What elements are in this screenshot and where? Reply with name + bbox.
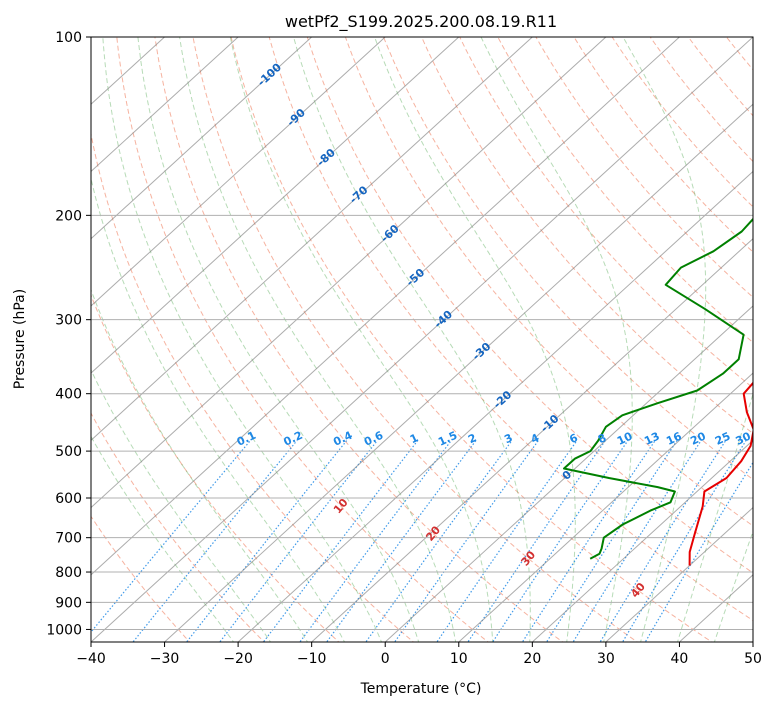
dry-adiabat-line: [535, 37, 753, 298]
dry-adiabat-line: [306, 37, 753, 574]
isotherm-line: [605, 506, 753, 642]
y-tick-label: 200: [55, 208, 82, 224]
mixing-ratio-label: 25: [713, 430, 732, 448]
isotherm-line: [163, 103, 753, 642]
mixing-ratio-line: [491, 440, 629, 642]
y-tick-label: 600: [55, 491, 82, 507]
mixing-ratio-line: [521, 440, 656, 642]
isotherm-line: [237, 170, 753, 642]
sounding-series: [563, 217, 753, 566]
mixing-ratio-line: [467, 440, 606, 642]
dry-adiabat-line: [459, 37, 753, 389]
temperature-line: [688, 381, 753, 566]
mixing-ratio-line: [262, 440, 419, 642]
x-tick-label: −20: [223, 651, 253, 667]
isotherm-line: [91, 37, 753, 642]
isotherm-line: [310, 237, 753, 642]
x-tick-label: −30: [150, 651, 180, 667]
x-tick-label: −40: [76, 651, 106, 667]
mixing-ratio-line: [599, 440, 727, 642]
y-tick-label: 800: [55, 565, 82, 581]
isotherm-line: [91, 37, 313, 240]
mixing-ratio-line: [325, 440, 477, 642]
isotherm-line: [91, 37, 681, 576]
dry-adiabat-line: [91, 293, 340, 642]
mixing-ratio-line: [299, 440, 452, 642]
mixing-ratio-label: 10: [615, 429, 635, 447]
moist-adiabat-line: [102, 37, 383, 642]
dry-adiabat-line: [268, 37, 753, 622]
x-tick-label: 30: [597, 651, 615, 667]
mixing-ratio-line: [621, 440, 747, 642]
isotherm-line: [91, 37, 607, 509]
chart-title: wetPf2_S199.2025.200.08.19.R11: [285, 12, 557, 32]
mixing-ratio-label: 20: [688, 429, 708, 447]
y-axis-label: Pressure (hPa): [12, 289, 28, 389]
x-tick-label: 0: [381, 651, 390, 667]
mixing-ratio-line: [185, 440, 348, 642]
mixing-ratio-line: [132, 440, 298, 642]
x-tick-label: 10: [450, 651, 468, 667]
dry-adiabat-line: [497, 37, 753, 344]
mixing-ratio-line: [572, 440, 702, 642]
mixing-ratio-line: [436, 440, 578, 642]
x-tick-label: 50: [744, 651, 762, 667]
isotherm-line: [458, 372, 753, 642]
y-tick-label: 400: [55, 387, 82, 403]
isotherm-line: [91, 37, 386, 307]
dry-adiabat-line: [344, 37, 753, 527]
isotherm-line: [531, 439, 753, 642]
x-axis: −40 −30 −20 −10 0 10 20 30 40 50: [76, 642, 762, 667]
x-tick-label: −10: [297, 651, 327, 667]
plot-frame: [90, 36, 754, 643]
dry-adiabat-line: [91, 131, 415, 642]
mixing-ratio-line: [644, 461, 753, 642]
y-tick-label: 900: [55, 595, 82, 611]
x-tick-label: 40: [671, 651, 689, 667]
y-tick-label: 300: [55, 313, 82, 329]
mixing-ratio-line: [91, 440, 251, 633]
pressure-grid: [91, 37, 753, 630]
mixing-ratio-label: 16: [664, 429, 684, 447]
isotherm-line: [91, 37, 239, 173]
mixing-ratio-label: 30: [733, 429, 753, 447]
dry-adiabat-line: [421, 37, 753, 435]
dry-adiabat-line: [192, 37, 639, 642]
y-tick-label: 100: [55, 30, 82, 46]
x-axis-label: Temperature (°C): [360, 681, 482, 697]
isotherm-line: [91, 37, 460, 374]
y-tick-label: 1000: [46, 622, 82, 638]
isotherm-line: [91, 37, 534, 442]
x-tick-label: 20: [523, 651, 541, 667]
y-axis: 100 200 300 400 500 600 700 800 900 1000: [46, 30, 91, 638]
isotherm-line: [384, 305, 753, 642]
y-tick-label: 500: [55, 444, 82, 460]
mixing-ratio-line: [365, 440, 513, 642]
mixing-ratio-label: 13: [642, 430, 661, 448]
moist-adiabat-line: [91, 435, 235, 642]
mixing-ratio-line: [545, 440, 678, 642]
dewpoint-line: [563, 217, 753, 560]
y-tick-label: 700: [55, 531, 82, 547]
